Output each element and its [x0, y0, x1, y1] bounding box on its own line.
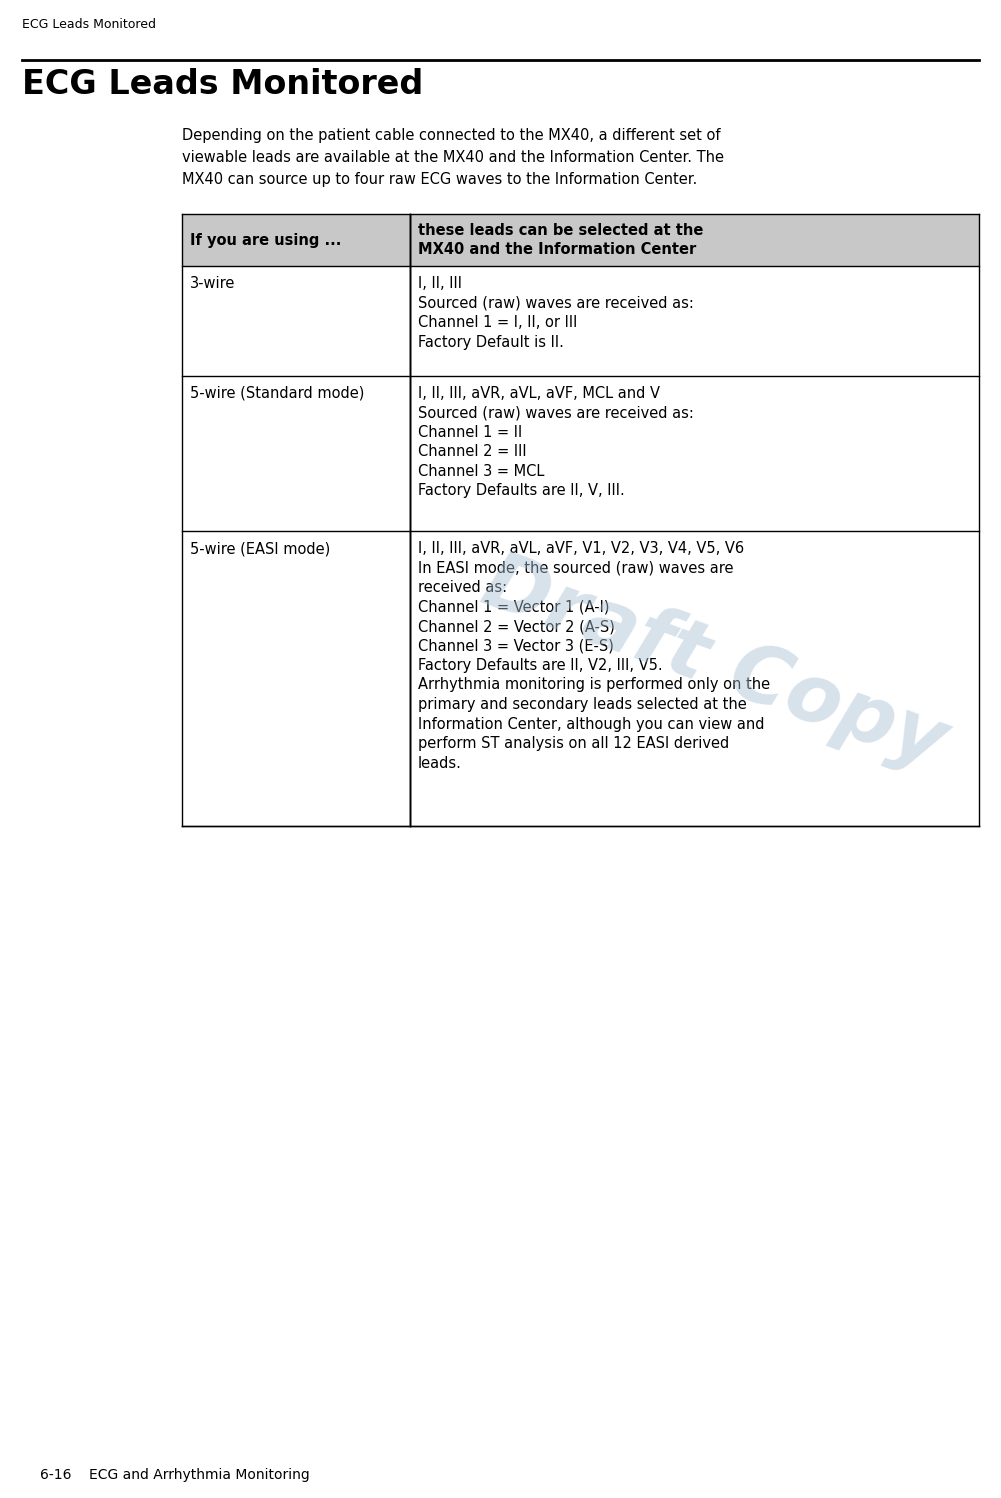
- Text: Draft Copy: Draft Copy: [472, 544, 957, 783]
- Text: Channel 2 = III: Channel 2 = III: [418, 445, 527, 460]
- Text: Information Center, although you can view and: Information Center, although you can vie…: [418, 716, 765, 731]
- Text: primary and secondary leads selected at the: primary and secondary leads selected at …: [418, 697, 747, 712]
- Text: In EASI mode, the sourced (raw) waves are: In EASI mode, the sourced (raw) waves ar…: [418, 560, 734, 575]
- Text: Sourced (raw) waves are received as:: Sourced (raw) waves are received as:: [418, 295, 694, 310]
- Text: Factory Default is II.: Factory Default is II.: [418, 334, 564, 349]
- Text: Factory Defaults are II, V2, III, V5.: Factory Defaults are II, V2, III, V5.: [418, 658, 663, 673]
- Text: viewable leads are available at the MX40 and the Information Center. The: viewable leads are available at the MX40…: [182, 150, 724, 165]
- Text: leads.: leads.: [418, 755, 461, 770]
- Text: ECG Leads Monitored: ECG Leads Monitored: [22, 67, 423, 100]
- Text: 5-wire (Standard mode): 5-wire (Standard mode): [190, 386, 364, 401]
- Bar: [182, 214, 979, 267]
- Text: Arrhythmia monitoring is performed only on the: Arrhythmia monitoring is performed only …: [418, 677, 770, 692]
- Text: I, II, III, aVR, aVL, aVF, MCL and V: I, II, III, aVR, aVL, aVF, MCL and V: [418, 386, 660, 401]
- Text: 3-wire: 3-wire: [190, 276, 235, 291]
- Text: Channel 1 = II: Channel 1 = II: [418, 425, 523, 440]
- Text: I, II, III: I, II, III: [418, 276, 462, 291]
- Text: Depending on the patient cable connected to the MX40, a different set of: Depending on the patient cable connected…: [182, 127, 721, 142]
- Text: Channel 2 = Vector 2 (A-S): Channel 2 = Vector 2 (A-S): [418, 619, 615, 634]
- Text: Channel 1 = I, II, or III: Channel 1 = I, II, or III: [418, 315, 578, 330]
- Text: Channel 3 = Vector 3 (E-S): Channel 3 = Vector 3 (E-S): [418, 638, 614, 653]
- Text: 5-wire (EASI mode): 5-wire (EASI mode): [190, 541, 330, 556]
- Text: Channel 1 = Vector 1 (A-I): Channel 1 = Vector 1 (A-I): [418, 599, 610, 614]
- Text: Channel 3 = MCL: Channel 3 = MCL: [418, 464, 545, 479]
- Text: received as:: received as:: [418, 580, 508, 595]
- Text: Factory Defaults are II, V, III.: Factory Defaults are II, V, III.: [418, 484, 625, 499]
- Text: Sourced (raw) waves are received as:: Sourced (raw) waves are received as:: [418, 406, 694, 421]
- Text: these leads can be selected at the
MX40 and the Information Center: these leads can be selected at the MX40 …: [418, 223, 704, 258]
- Text: 6-16    ECG and Arrhythmia Monitoring: 6-16 ECG and Arrhythmia Monitoring: [40, 1468, 309, 1482]
- Text: If you are using ...: If you are using ...: [190, 232, 341, 247]
- Text: ECG Leads Monitored: ECG Leads Monitored: [22, 18, 156, 31]
- Text: perform ST analysis on all 12 EASI derived: perform ST analysis on all 12 EASI deriv…: [418, 736, 730, 750]
- Text: MX40 can source up to four raw ECG waves to the Information Center.: MX40 can source up to four raw ECG waves…: [182, 172, 698, 187]
- Text: I, II, III, aVR, aVL, aVF, V1, V2, V3, V4, V5, V6: I, II, III, aVR, aVL, aVF, V1, V2, V3, V…: [418, 541, 744, 556]
